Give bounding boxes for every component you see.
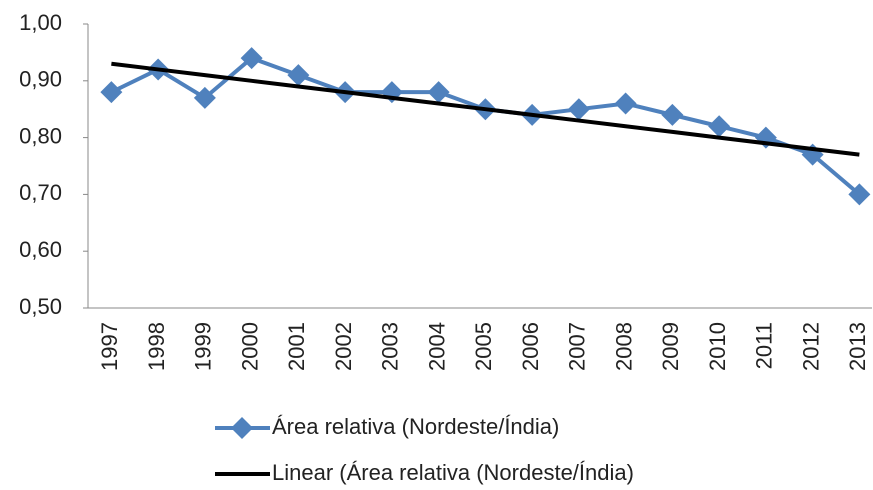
legend-marker bbox=[231, 417, 253, 439]
x-tick-label: 2007 bbox=[565, 322, 590, 371]
marker bbox=[427, 81, 450, 104]
x-tick-label: 2006 bbox=[518, 322, 543, 371]
x-tick-label: 2001 bbox=[284, 322, 309, 371]
x-tick-label: 2010 bbox=[705, 322, 730, 371]
y-tick-label: 0,70 bbox=[19, 180, 62, 205]
marker bbox=[287, 64, 310, 87]
y-tick-label: 0,60 bbox=[19, 237, 62, 262]
marker bbox=[848, 183, 871, 206]
marker bbox=[708, 115, 731, 138]
series-line bbox=[111, 61, 860, 157]
x-tick-label: 2011 bbox=[752, 322, 777, 369]
x-tick-label: 2004 bbox=[424, 322, 449, 371]
x-tick-label: 2002 bbox=[331, 322, 356, 371]
x-tick-label: 2012 bbox=[798, 322, 823, 371]
x-tick-label: 2013 bbox=[845, 322, 870, 371]
x-tick-label: 1997 bbox=[97, 322, 122, 371]
marker bbox=[100, 81, 123, 104]
x-tick-label: 1998 bbox=[144, 322, 169, 371]
x-tick-label: 2009 bbox=[658, 322, 683, 371]
marker bbox=[661, 103, 684, 126]
legend-label: Linear (Área relativa (Nordeste/Índia) bbox=[272, 460, 634, 485]
x-tick-label: 2000 bbox=[237, 322, 262, 371]
y-tick-label: 0,80 bbox=[19, 123, 62, 148]
marker bbox=[193, 86, 216, 109]
y-tick-label: 1,00 bbox=[19, 10, 62, 35]
marker bbox=[614, 92, 637, 115]
y-tick-label: 0,50 bbox=[19, 294, 62, 319]
x-tick-label: 2003 bbox=[378, 322, 403, 371]
x-tick-label: 1999 bbox=[191, 322, 216, 371]
legend-label: Área relativa (Nordeste/Índia) bbox=[272, 414, 559, 439]
y-tick-label: 0,90 bbox=[19, 67, 62, 92]
marker bbox=[240, 47, 263, 70]
marker bbox=[567, 98, 590, 121]
x-tick-label: 2005 bbox=[471, 322, 496, 371]
x-tick-label: 2008 bbox=[611, 322, 636, 371]
